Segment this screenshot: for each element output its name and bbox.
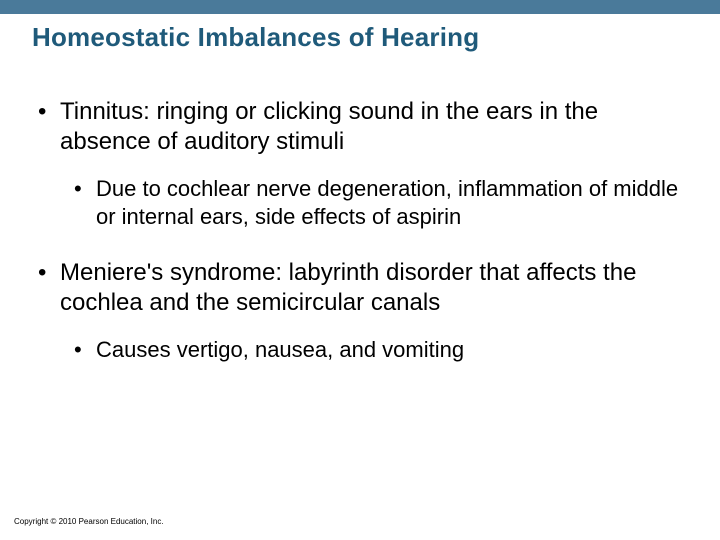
slide-content: • Tinnitus: ringing or clicking sound in… <box>0 53 720 364</box>
bullet-text: Meniere's syndrome: labyrinth disorder t… <box>60 258 684 318</box>
bullet-text: Due to cochlear nerve degeneration, infl… <box>96 175 684 230</box>
bullet-dot-icon: • <box>72 175 96 230</box>
bullet-dot-icon: • <box>36 258 60 318</box>
bullet-item: • Meniere's syndrome: labyrinth disorder… <box>36 258 684 318</box>
sub-bullet-item: • Due to cochlear nerve degeneration, in… <box>72 175 684 230</box>
slide-title: Homeostatic Imbalances of Hearing <box>0 14 720 53</box>
bullet-item: • Tinnitus: ringing or clicking sound in… <box>36 97 684 157</box>
bullet-dot-icon: • <box>72 336 96 364</box>
bullet-text: Causes vertigo, nausea, and vomiting <box>96 336 684 364</box>
bullet-text: Tinnitus: ringing or clicking sound in t… <box>60 97 684 157</box>
copyright-text: Copyright © 2010 Pearson Education, Inc. <box>14 517 164 526</box>
bullet-dot-icon: • <box>36 97 60 157</box>
sub-bullet-item: • Causes vertigo, nausea, and vomiting <box>72 336 684 364</box>
top-accent-bar <box>0 0 720 14</box>
